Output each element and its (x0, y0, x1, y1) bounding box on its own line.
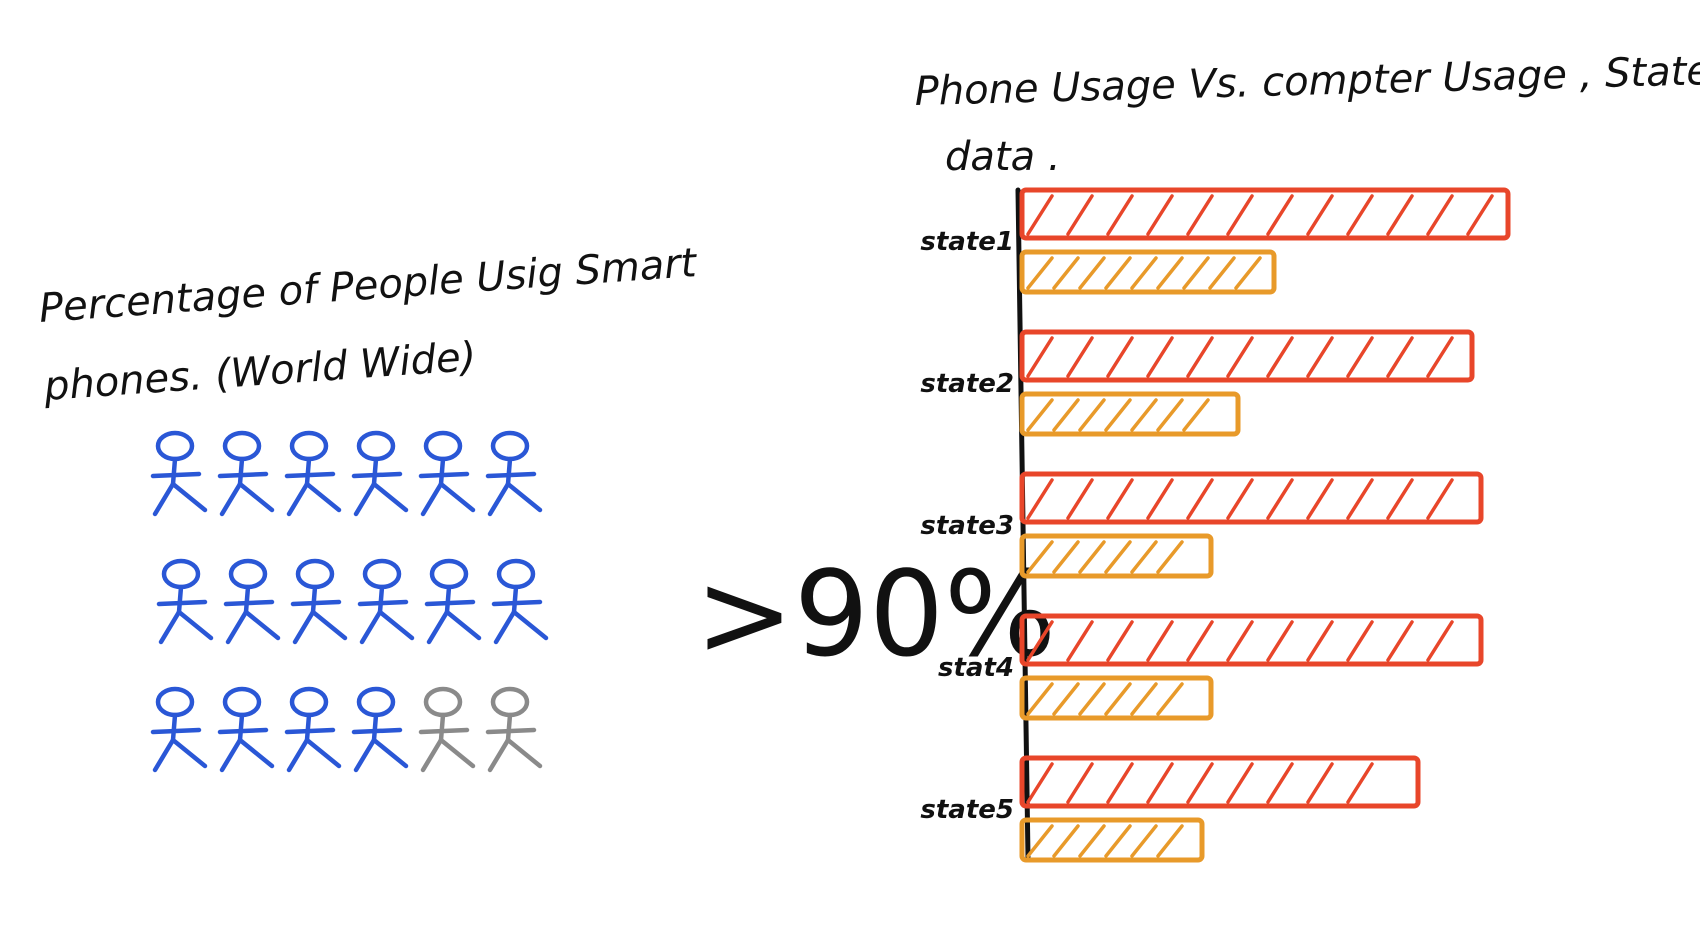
bar-state5-series1 (1019, 755, 1421, 809)
tick-label-state3: state3 (920, 511, 1014, 541)
stick-figure-icon-highlighted (150, 686, 208, 773)
chart-title-line2: data . (945, 134, 1061, 180)
stick-figure-icon-highlighted (491, 558, 549, 645)
stick-figure-icon-highlighted (284, 430, 342, 517)
tick-label-state2: state2 (920, 369, 1014, 399)
stick-figure-icon-highlighted (351, 686, 409, 773)
tick-label-state5: state5 (920, 795, 1014, 825)
stick-figure-icon-highlighted (424, 558, 482, 645)
bar-state2-series2 (1019, 391, 1241, 437)
bar-stat4-series2 (1019, 675, 1214, 721)
bar-state5-series2 (1019, 817, 1205, 863)
bars-group (1019, 187, 1511, 863)
stick-figure-icon-muted (418, 686, 476, 773)
tick-labels-group: state1 state2 state3 stat4 state5 (920, 227, 1014, 825)
stick-figure-icon-highlighted (290, 558, 348, 645)
stick-figure-icon-highlighted (485, 430, 543, 517)
people-pictograph (150, 430, 549, 773)
stick-figure-icon-highlighted (217, 686, 275, 773)
pictograph-title-line2: phones. (World Wide) (41, 334, 477, 410)
stick-figure-icon-highlighted (156, 558, 214, 645)
bar-state3-series2 (1019, 533, 1214, 579)
tick-label-state1: state1 (920, 227, 1014, 257)
pictograph-title-line1: Percentage of People Usig Smart (37, 240, 699, 332)
bar-state1-series2 (1019, 249, 1277, 295)
stick-figure-icon-highlighted (150, 430, 208, 517)
bar-stat4-series1 (1019, 613, 1484, 667)
bar-state1-series1 (1019, 187, 1511, 241)
percentage-callout: >90% (695, 545, 1056, 683)
stick-figure-icon-muted (485, 686, 543, 773)
bar-state3-series1 (1019, 471, 1484, 525)
stick-figure-icon-highlighted (223, 558, 281, 645)
stick-figure-icon-highlighted (351, 430, 409, 517)
chart-title-line1: Phone Usage Vs. compter Usage , State (914, 48, 1700, 115)
stick-figure-icon-highlighted (418, 430, 476, 517)
bar-chart-panel: Phone Usage Vs. compter Usage , State da… (914, 48, 1700, 863)
stick-figure-icon-highlighted (357, 558, 415, 645)
pictograph-panel: Percentage of People Usig Smart phones. … (37, 240, 1056, 773)
bar-state2-series1 (1019, 329, 1475, 383)
stick-figure-icon-highlighted (284, 686, 342, 773)
tick-label-stat4: stat4 (938, 653, 1014, 683)
stick-figure-icon-highlighted (217, 430, 275, 517)
